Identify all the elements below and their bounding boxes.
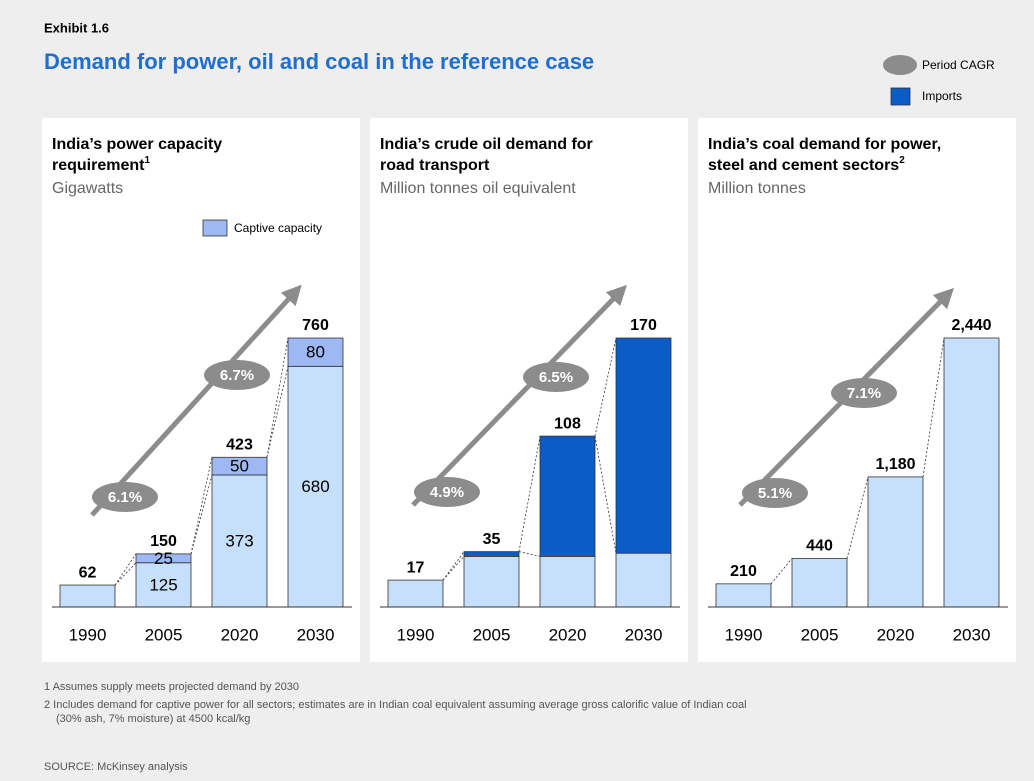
bar-segment (791, 558, 848, 608)
cagr-label: 5.1% (758, 485, 792, 502)
panel-title: requirement1 (52, 155, 150, 175)
footnote: 2 Includes demand for captive power for … (44, 699, 747, 711)
total-label: 440 (806, 538, 833, 555)
total-label: 2,440 (951, 317, 991, 334)
footnote: (30% ash, 7% moisture) at 4500 kcal/kg (56, 713, 250, 725)
bar-segment (943, 337, 1000, 608)
total-label: 150 (150, 533, 177, 550)
cagr-bubble (831, 378, 897, 408)
total-label: 35 (483, 531, 501, 548)
legend-swatch (890, 87, 911, 106)
bar-segment (211, 474, 268, 608)
cagr-label: 4.9% (430, 484, 464, 501)
total-label: 108 (554, 415, 581, 432)
cagr-legend-symbol (883, 55, 917, 75)
x-tick-label: 2005 (801, 625, 839, 644)
total-label: 760 (302, 317, 329, 334)
legend-text: Captive capacity (234, 221, 322, 235)
x-tick-label: 2030 (625, 625, 663, 644)
cagr-arrow (90, 284, 302, 517)
cagr-bubble (742, 478, 808, 508)
bar-segment (615, 337, 672, 554)
x-tick-label: 1990 (725, 625, 763, 644)
cagr-label: 6.1% (108, 489, 142, 506)
segment-label: 125 (149, 575, 177, 594)
title-note: 1 (144, 155, 150, 166)
total-label: 210 (730, 563, 757, 580)
bar-segment (135, 553, 192, 564)
panel-unit: Gigawatts (52, 180, 123, 197)
bar-segment (715, 583, 772, 608)
panel-title: India’s power capacity (52, 136, 222, 153)
connector (114, 562, 137, 586)
bar-segment (211, 456, 268, 476)
bar-segment (463, 555, 520, 608)
cagr-label: 6.5% (539, 369, 573, 386)
panel-unit: Million tonnes oil equivalent (380, 180, 576, 197)
title-note: 2 (899, 155, 905, 166)
legend-text: Imports (922, 89, 962, 103)
total-label: 423 (226, 436, 253, 453)
connector (922, 337, 945, 477)
cagr-bubble (204, 360, 270, 390)
x-tick-label: 2020 (877, 625, 915, 644)
connector (770, 558, 793, 585)
total-label: 17 (407, 559, 425, 576)
cagr-label: 7.1% (847, 385, 881, 402)
x-tick-label: 2005 (145, 625, 183, 644)
segment-label: 373 (225, 531, 253, 550)
x-tick-label: 2020 (221, 625, 259, 644)
footnote: 1 Assumes supply meets projected demand … (44, 681, 299, 693)
x-tick-label: 2020 (549, 625, 587, 644)
x-tick-label: 2005 (473, 625, 511, 644)
bar-segment (287, 337, 344, 367)
bar-segment (463, 551, 520, 557)
total-label: 62 (79, 564, 97, 581)
bar-segment (615, 552, 672, 608)
segment-label: 80 (306, 343, 325, 362)
connector (190, 457, 213, 554)
cagr-bubble (92, 482, 158, 512)
x-tick-label: 2030 (297, 625, 335, 644)
segment-label: 50 (230, 457, 249, 476)
panel-title: India’s crude oil demand for (380, 136, 593, 153)
cagr-label: 6.7% (220, 367, 254, 384)
exhibit: Exhibit 1.6 (44, 20, 109, 35)
x-tick-label: 2030 (953, 625, 991, 644)
source: SOURCE: McKinsey analysis (44, 761, 188, 773)
x-tick-label: 1990 (69, 625, 107, 644)
connector (594, 337, 617, 437)
total-label: 170 (630, 317, 657, 334)
x-tick-label: 1990 (397, 625, 435, 644)
panel-unit: Million tonnes (708, 180, 806, 197)
bar-segment (867, 476, 924, 608)
panel-title: road transport (380, 157, 490, 174)
title: Demand for power, oil and coal in the re… (44, 49, 594, 74)
bar-segment (539, 435, 596, 557)
connector (190, 474, 213, 555)
connector (518, 436, 541, 552)
cagr-arrow (411, 284, 627, 507)
cagr-legend-text: Period CAGR (922, 58, 995, 72)
connector (518, 551, 541, 557)
bar-segment (59, 584, 116, 608)
total-label: 1,180 (875, 456, 915, 473)
cagr-bubble (523, 362, 589, 392)
segment-label: 25 (154, 549, 173, 568)
connector (266, 366, 289, 458)
panel-title: steel and cement sectors2 (708, 155, 905, 175)
connector (266, 337, 289, 458)
legend-swatch (202, 219, 228, 237)
panel-title: India’s coal demand for power, (708, 136, 941, 153)
segment-label: 680 (301, 477, 329, 496)
bar-segment (539, 555, 596, 608)
connector (442, 556, 465, 581)
cagr-bubble (414, 477, 480, 507)
connector (442, 551, 465, 581)
bar-segment (387, 579, 444, 608)
